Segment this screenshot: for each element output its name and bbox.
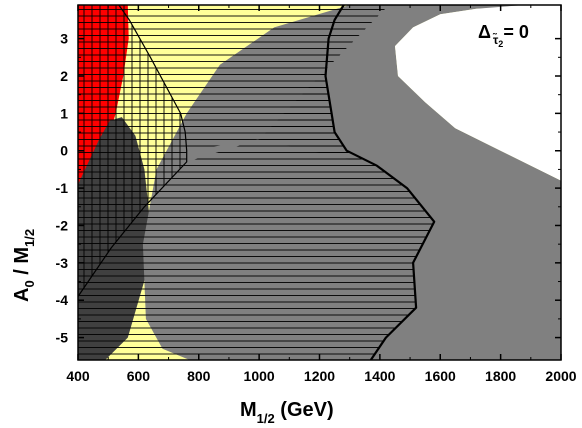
thin-boundary-left	[78, 5, 188, 297]
y-axis-title-mid: / M	[11, 247, 33, 280]
y-tick-label: -1	[56, 180, 69, 196]
y-axis-title-a-sub: 0	[22, 280, 37, 287]
axis-ticks	[77, 5, 562, 360]
x-tick-label: 1400	[364, 368, 395, 384]
x-axis-title-sub: 1/2	[257, 411, 275, 426]
x-tick-labels: 400 600 800 1000 1200 1400 1600 1800 2000	[66, 368, 576, 384]
y-tick-label: -2	[56, 217, 69, 233]
annotation-equals: = 0	[503, 22, 529, 42]
upper-hatch	[127, 5, 377, 166]
x-tick-label: 1600	[425, 368, 456, 384]
hatched-regions	[78, 5, 435, 360]
x-axis-title: M1/2 (GeV)	[240, 399, 334, 426]
x-tick-label: 1800	[485, 368, 516, 384]
x-tick-label: 2000	[545, 368, 576, 384]
x-tick-label: 600	[127, 368, 151, 384]
y-tick-label: 0	[60, 143, 68, 159]
annotation-stau: τ̃	[492, 32, 499, 47]
y-tick-label: -5	[56, 330, 69, 346]
x-tick-label: 400	[66, 368, 90, 384]
thick-boundary	[324, 5, 436, 360]
x-axis-title-unit: (GeV)	[275, 399, 334, 421]
y-tick-label: -4	[56, 292, 69, 308]
y-tick-labels: -5 -4 -3 -2 -1 0 1 2 3	[56, 31, 69, 346]
boundary-lines	[78, 5, 436, 360]
y-tick-label: -3	[56, 255, 69, 271]
y-axis-title: A0 / M1/2	[11, 229, 37, 302]
y-tick-label: 1	[60, 105, 68, 121]
y-axis-title-m-sub: 1/2	[22, 229, 37, 247]
lower-hatch	[78, 5, 435, 360]
x-tick-label: 800	[187, 368, 211, 384]
annotation-delta: Δ	[478, 22, 491, 42]
x-tick-label: 1000	[244, 368, 275, 384]
x-tick-label: 1200	[304, 368, 335, 384]
y-axis-title-a: A	[11, 288, 33, 302]
grid-hatch	[78, 5, 187, 297]
x-axis-title-main: M	[240, 399, 257, 421]
white-region	[395, 5, 561, 181]
annotation-stau-index: 2	[498, 39, 503, 49]
y-tick-label: 2	[60, 68, 68, 84]
y-tick-label: 3	[60, 31, 68, 47]
